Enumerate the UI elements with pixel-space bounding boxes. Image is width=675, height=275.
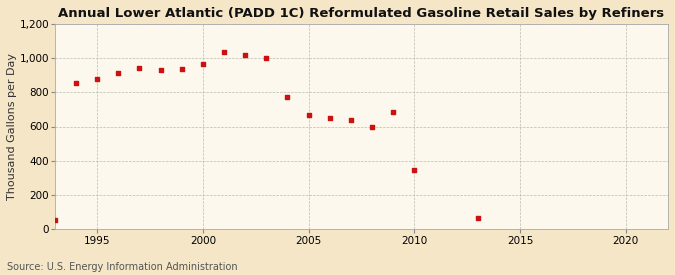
Point [92,76,103,81]
Point [367,124,377,129]
Point [261,56,272,60]
Point [219,50,230,54]
Title: Annual Lower Atlantic (PADD 1C) Reformulated Gasoline Retail Sales by Refiners: Annual Lower Atlantic (PADD 1C) Reformul… [59,7,665,20]
Point [282,95,293,100]
Point [240,53,250,57]
Point [388,110,399,114]
Point [71,81,82,85]
Point [176,67,187,72]
Point [49,218,60,222]
Text: Source: U.S. Energy Information Administration: Source: U.S. Energy Information Administ… [7,262,238,272]
Point [198,62,209,66]
Point [134,66,145,71]
Point [113,71,124,76]
Point [325,116,335,120]
Point [472,216,483,220]
Y-axis label: Thousand Gallons per Day: Thousand Gallons per Day [7,53,17,200]
Point [346,117,356,122]
Point [303,112,314,117]
Point [409,168,420,172]
Point [155,68,166,72]
